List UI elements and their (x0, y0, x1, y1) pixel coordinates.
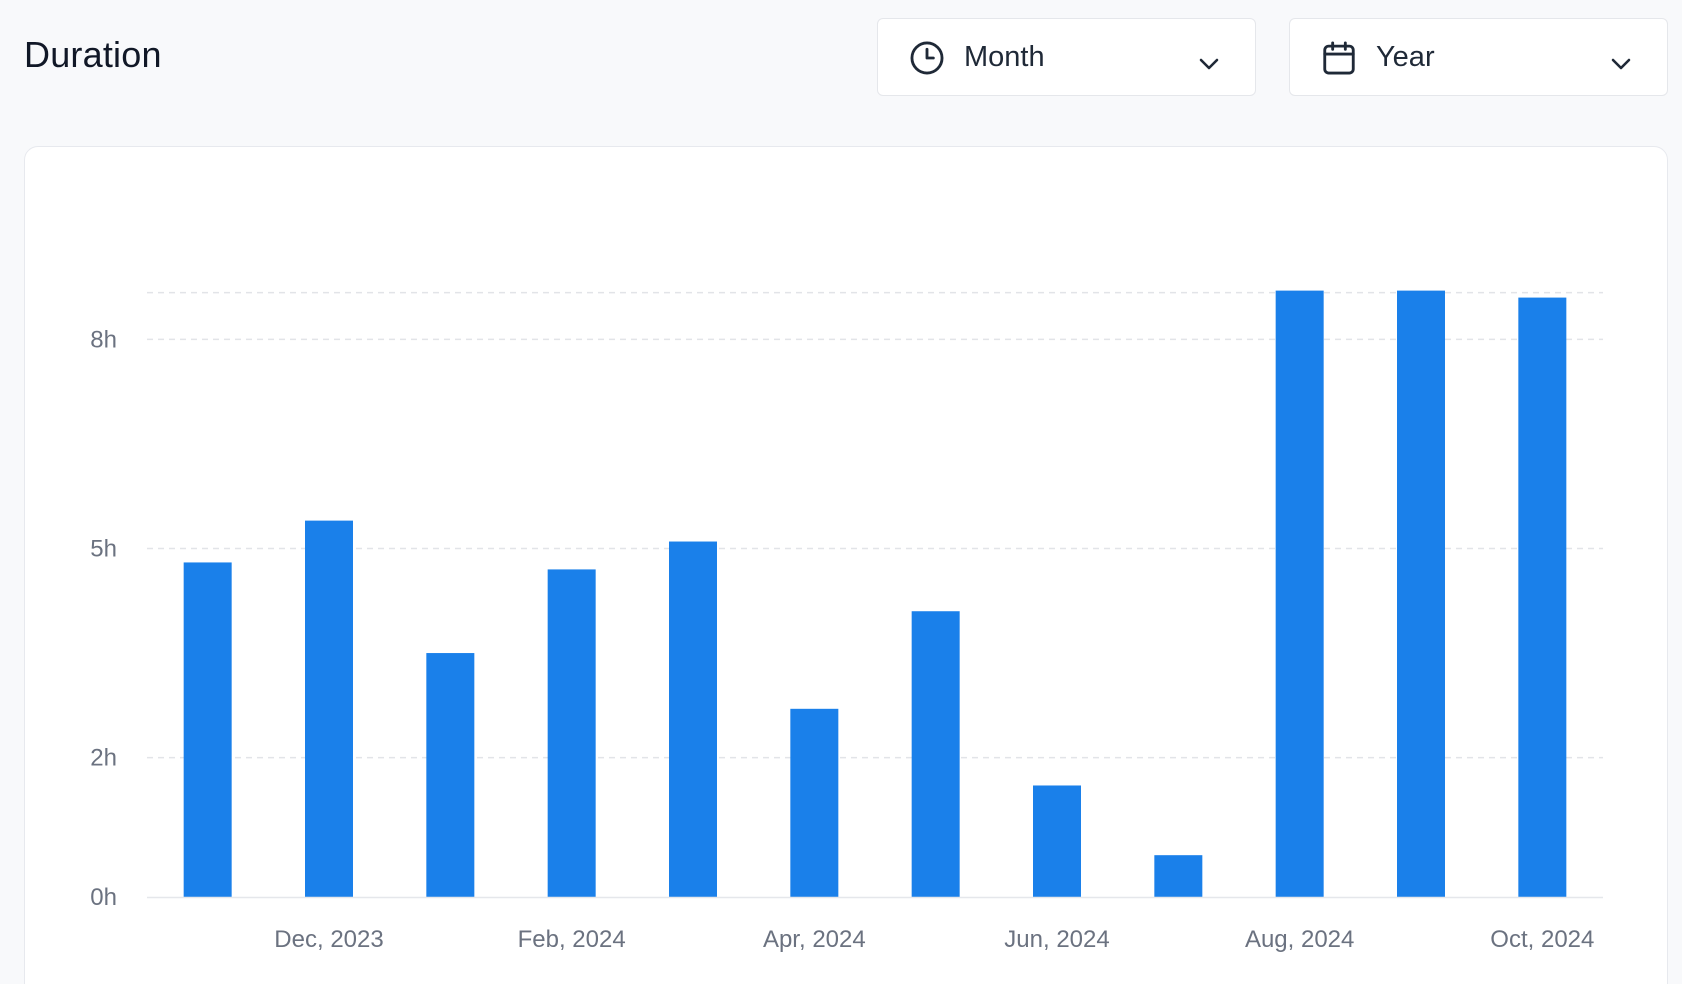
bar (790, 708, 839, 897)
x-tick-label: Aug, 2024 (1245, 926, 1354, 953)
x-tick-label: Apr, 2024 (763, 926, 866, 953)
bar (426, 653, 475, 897)
bar (1518, 297, 1567, 897)
period-select-label: Month (964, 41, 1045, 73)
bar (305, 520, 353, 897)
y-tick-label: 2h (90, 745, 117, 772)
bar (669, 541, 717, 897)
period-select[interactable]: Month (877, 18, 1256, 96)
x-tick-label: Jun, 2024 (1004, 926, 1109, 953)
bar (1033, 785, 1081, 897)
x-tick-label: Dec, 2023 (274, 926, 383, 953)
clock-icon (910, 41, 944, 75)
bar (911, 611, 960, 897)
calendar-icon (1323, 41, 1355, 75)
bar (1275, 290, 1324, 897)
range-select-label: Year (1376, 41, 1435, 73)
y-tick-label: 5h (90, 536, 117, 563)
range-select[interactable]: Year (1289, 18, 1668, 96)
y-tick-label: 8h (90, 326, 117, 353)
x-tick-label: Feb, 2024 (518, 926, 626, 953)
duration-bar-chart: 0h 2h 5h 8h Dec, 2023 Feb, 2024 Apr, 2024 Jun, … (90, 290, 1603, 953)
bar (183, 562, 232, 897)
chart-card: 0h 2h 5h 8h Dec, 2023 Feb, 2024 Apr, 2024 Jun, … (24, 146, 1668, 984)
bar (547, 569, 596, 897)
chevron-down-icon (1611, 58, 1631, 70)
x-tick-label: Oct, 2024 (1490, 926, 1594, 953)
chevron-down-icon (1199, 58, 1219, 70)
bar (1397, 290, 1445, 897)
bar (1154, 855, 1203, 897)
page-title: Duration (24, 34, 162, 75)
y-tick-label: 0h (90, 884, 117, 911)
